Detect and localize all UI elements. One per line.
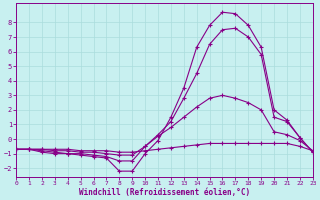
X-axis label: Windchill (Refroidissement éolien,°C): Windchill (Refroidissement éolien,°C) [79, 188, 250, 197]
